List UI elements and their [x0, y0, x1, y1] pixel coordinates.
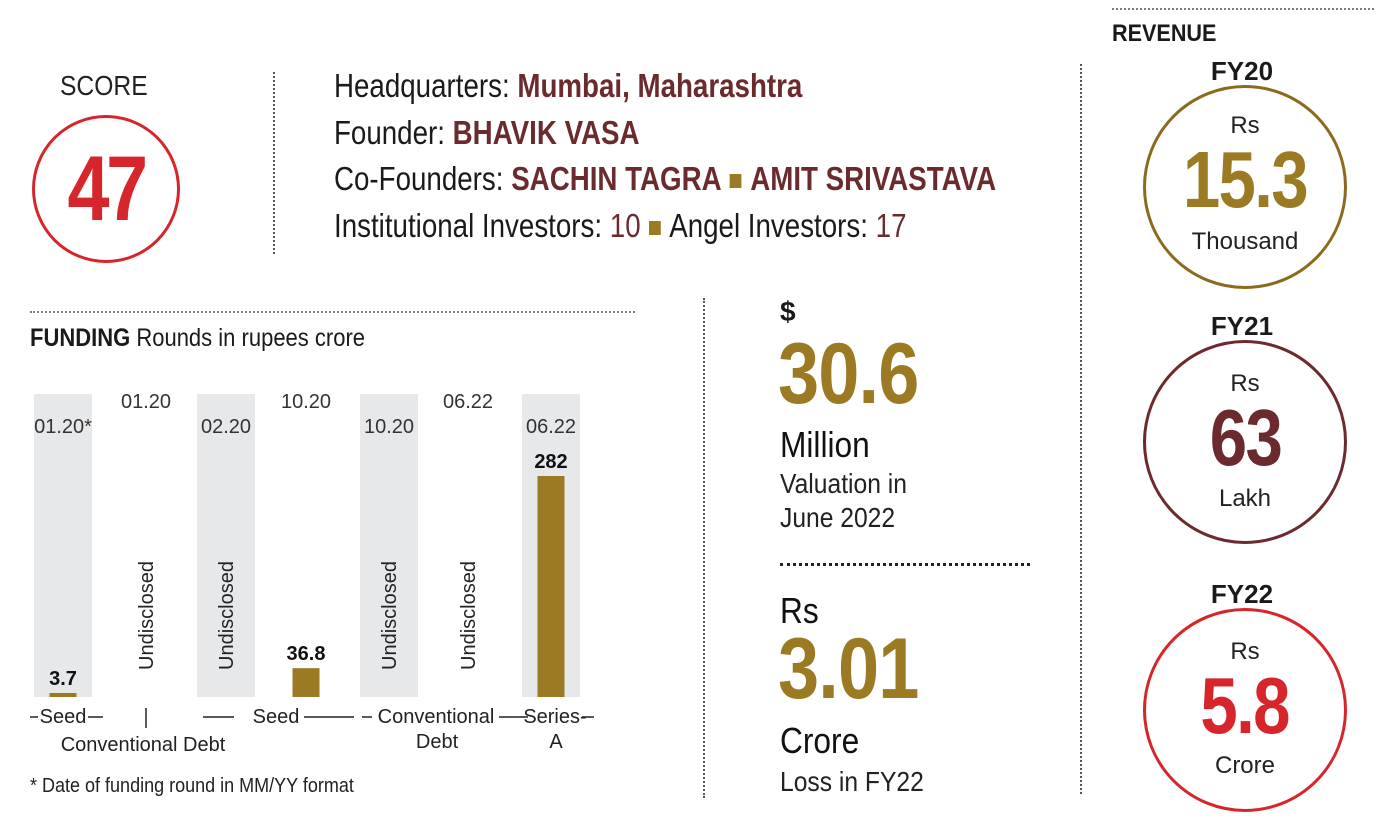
separator-square: [730, 174, 742, 189]
chart-group-label: Debt: [416, 731, 459, 753]
loss-currency: Rs: [780, 590, 819, 631]
funding-title: FUNDING Rounds in rupees crore: [30, 324, 365, 353]
valuation-desc: Valuation in June 2022: [780, 467, 907, 535]
chart-date-label: 01.20*: [34, 416, 92, 438]
chart-group-label: Series-: [523, 706, 586, 728]
revenue-value-fy21-text: 63: [1209, 393, 1282, 482]
chart-date-label: 06.22: [526, 416, 576, 438]
cofounder-1: SACHIN TAGRA: [511, 160, 722, 197]
revenue-unit-fy21: Lakh: [1218, 485, 1272, 512]
chart-date-label: 10.20: [364, 416, 414, 438]
divider-funding: [30, 311, 635, 313]
revenue-year-fy20: FY20: [1210, 56, 1274, 86]
separator-square: [649, 221, 661, 236]
revenue-currency-fy20: Rs: [1230, 112, 1260, 139]
info-investors: Institutional Investors: 10 Angel Investo…: [334, 207, 907, 245]
revenue-unit-fy20: Thousand: [1191, 228, 1299, 255]
revenue-value-fy22-text: 5.8: [1200, 661, 1291, 750]
info-cofounders: Co-Founders: SACHIN TAGRA AMIT SRIVASTAVA: [334, 160, 996, 198]
score-value: 47: [32, 115, 180, 263]
chart-undisclosed-label: Undisclosed: [458, 561, 480, 670]
revenue-title: REVENUE: [1112, 20, 1217, 47]
funding-title-rest: Rounds in rupees crore: [136, 324, 366, 352]
chart-group-label: Seed: [253, 706, 300, 728]
loss-unit: Crore: [780, 720, 860, 761]
divider-revenue: [1080, 64, 1082, 794]
chart-column-band: [197, 394, 255, 697]
loss-value: 3.01: [778, 621, 919, 717]
chart-date-label: 06.22: [443, 391, 493, 413]
chart-value-label: 282: [534, 451, 567, 473]
revenue-circle-fy21: [1143, 340, 1347, 544]
revenue-unit-fy22: Crore: [1214, 752, 1275, 779]
cofounders-label: Co-Founders:: [334, 160, 504, 197]
founder-value: BHAVIK VASA: [452, 114, 640, 151]
info-headquarters: Headquarters: Mumbai, Maharashtra: [334, 67, 802, 105]
loss-desc: Loss in FY22: [780, 766, 924, 797]
score-number: 47: [67, 137, 148, 240]
divider-score: [273, 72, 275, 254]
chart-column-band: [360, 394, 418, 697]
info-founder: Founder: BHAVIK VASA: [334, 114, 640, 152]
chart-bar: [292, 668, 320, 697]
chart-date-label: 02.20: [201, 416, 251, 438]
revenue-value-fy22: 5.8: [1143, 660, 1347, 752]
chart-group-label: Seed: [40, 706, 87, 728]
revenue-circle-fy22: [1143, 608, 1347, 812]
revenue-circle-fy20: [1143, 85, 1347, 289]
institutional-value: 10: [609, 207, 641, 244]
founder-label: Founder:: [334, 114, 445, 151]
chart-value-label: 3.7: [49, 668, 77, 690]
divider-revenue-top: [1112, 8, 1374, 10]
score-ring: [32, 115, 180, 263]
chart-date-label: 10.20: [281, 391, 331, 413]
headquarters-label: Headquarters:: [334, 67, 510, 104]
revenue-value-fy20: 15.3: [1143, 134, 1347, 226]
angel-label: Angel Investors:: [669, 207, 868, 244]
divider-middle: [703, 298, 705, 798]
funding-chart: 01.20* 3.7 01.20 Undisclosed 02.20 Undisclose…: [30, 391, 594, 756]
revenue-value-fy21: 63: [1143, 392, 1347, 484]
chart-column-band: [34, 394, 92, 697]
chart-group-label: Conventional: [378, 706, 495, 728]
funding-title-bold: FUNDING: [30, 324, 131, 352]
chart-undisclosed-label: Undisclosed: [216, 561, 238, 670]
chart-bar: [537, 476, 565, 697]
valuation-desc-line1: Valuation in: [780, 468, 907, 499]
valuation-desc-line2: June 2022: [780, 502, 896, 533]
revenue-currency-fy22: Rs: [1230, 638, 1260, 665]
score-label: SCORE: [60, 70, 148, 101]
chart-group-label: A: [549, 731, 563, 753]
funding-footnote: * Date of funding round in MM/YY format: [30, 775, 354, 797]
divider-valuation-loss: [780, 563, 1030, 566]
chart-bar: [49, 693, 77, 697]
valuation-currency: $: [780, 296, 796, 327]
revenue-year-fy22: FY22: [1210, 579, 1274, 609]
chart-value-label: 36.8: [287, 643, 326, 665]
cofounder-2: AMIT SRIVASTAVA: [750, 160, 997, 197]
valuation-unit: Million: [780, 424, 870, 465]
valuation-value: 30.6: [778, 326, 919, 422]
revenue-currency-fy21: Rs: [1230, 370, 1260, 397]
chart-undisclosed-label: Undisclosed: [379, 561, 401, 670]
revenue-value-fy20-text: 15.3: [1182, 135, 1309, 224]
chart-date-label: 01.20: [121, 391, 171, 413]
chart-group-label: Conventional Debt: [61, 734, 226, 756]
chart-undisclosed-label: Undisclosed: [136, 561, 158, 670]
angel-value: 17: [875, 207, 907, 244]
headquarters-value: Mumbai, Maharashtra: [517, 67, 803, 104]
institutional-label: Institutional Investors:: [334, 207, 603, 244]
revenue-year-fy21: FY21: [1210, 311, 1274, 341]
